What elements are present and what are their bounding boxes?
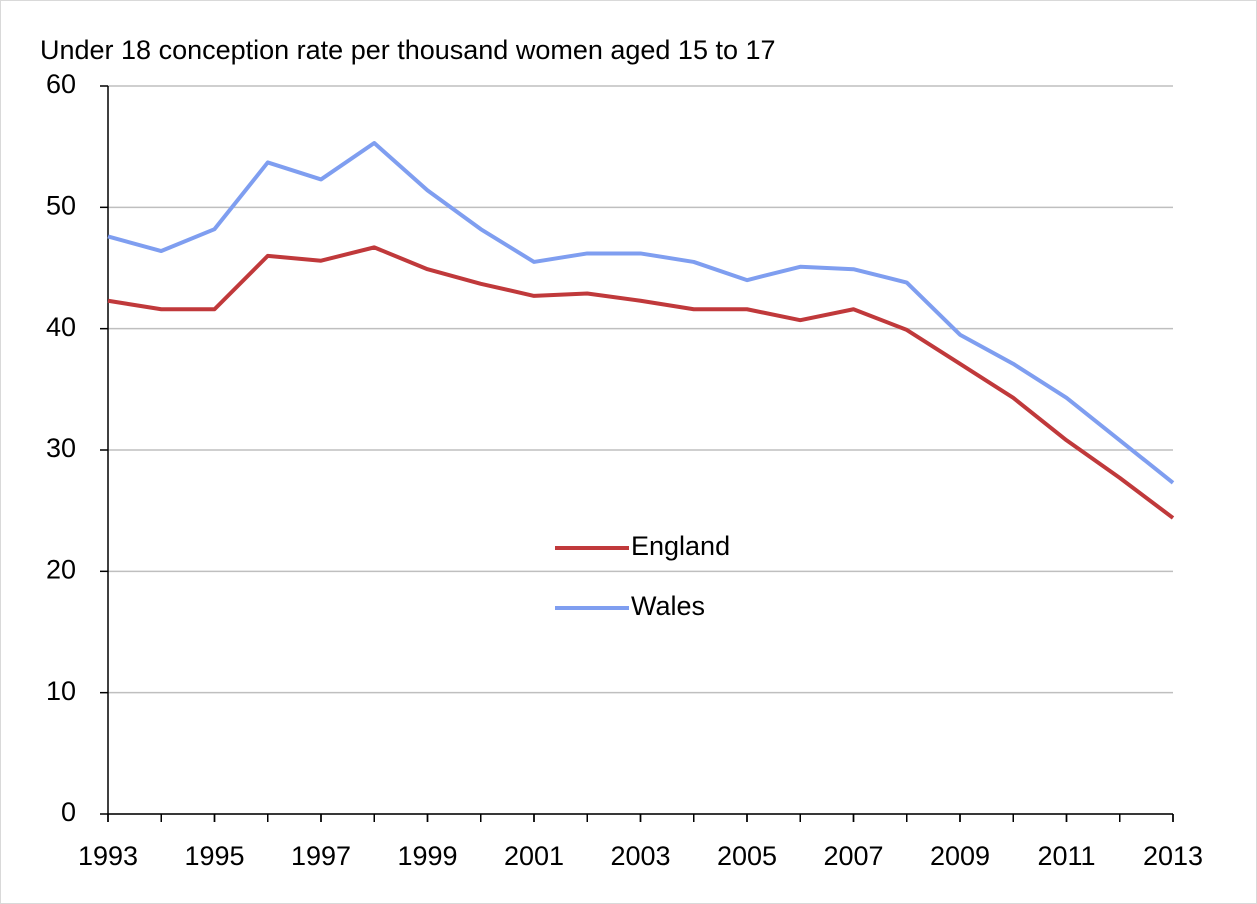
- series-line: [107, 245, 1175, 520]
- y-tick-label: 50: [46, 190, 76, 220]
- y-tick-label: 60: [46, 69, 76, 99]
- y-tick-label: 30: [46, 433, 76, 463]
- series-line: [107, 141, 1175, 485]
- x-tick-label: 2001: [504, 841, 564, 871]
- legend-label: England: [631, 531, 730, 561]
- x-tick-label: 2007: [823, 841, 883, 871]
- legend-label: Wales: [631, 591, 705, 621]
- y-tick-label: 40: [46, 312, 76, 342]
- x-tick-label: 1999: [397, 841, 457, 871]
- x-tick-label: 2003: [610, 841, 670, 871]
- x-tick-label: 2013: [1143, 841, 1203, 871]
- x-tick-label: 2009: [930, 841, 990, 871]
- x-tick-label: 2005: [717, 841, 777, 871]
- y-tick-label: 10: [46, 676, 76, 706]
- x-tick-label: 1995: [184, 841, 244, 871]
- x-tick-label: 2011: [1037, 841, 1095, 871]
- x-tick-label: 1993: [78, 841, 138, 871]
- chart-title: Under 18 conception rate per thousand wo…: [40, 35, 776, 65]
- y-tick-label: 0: [61, 797, 76, 827]
- y-tick-label: 20: [46, 554, 76, 584]
- x-tick-label: 1997: [291, 841, 351, 871]
